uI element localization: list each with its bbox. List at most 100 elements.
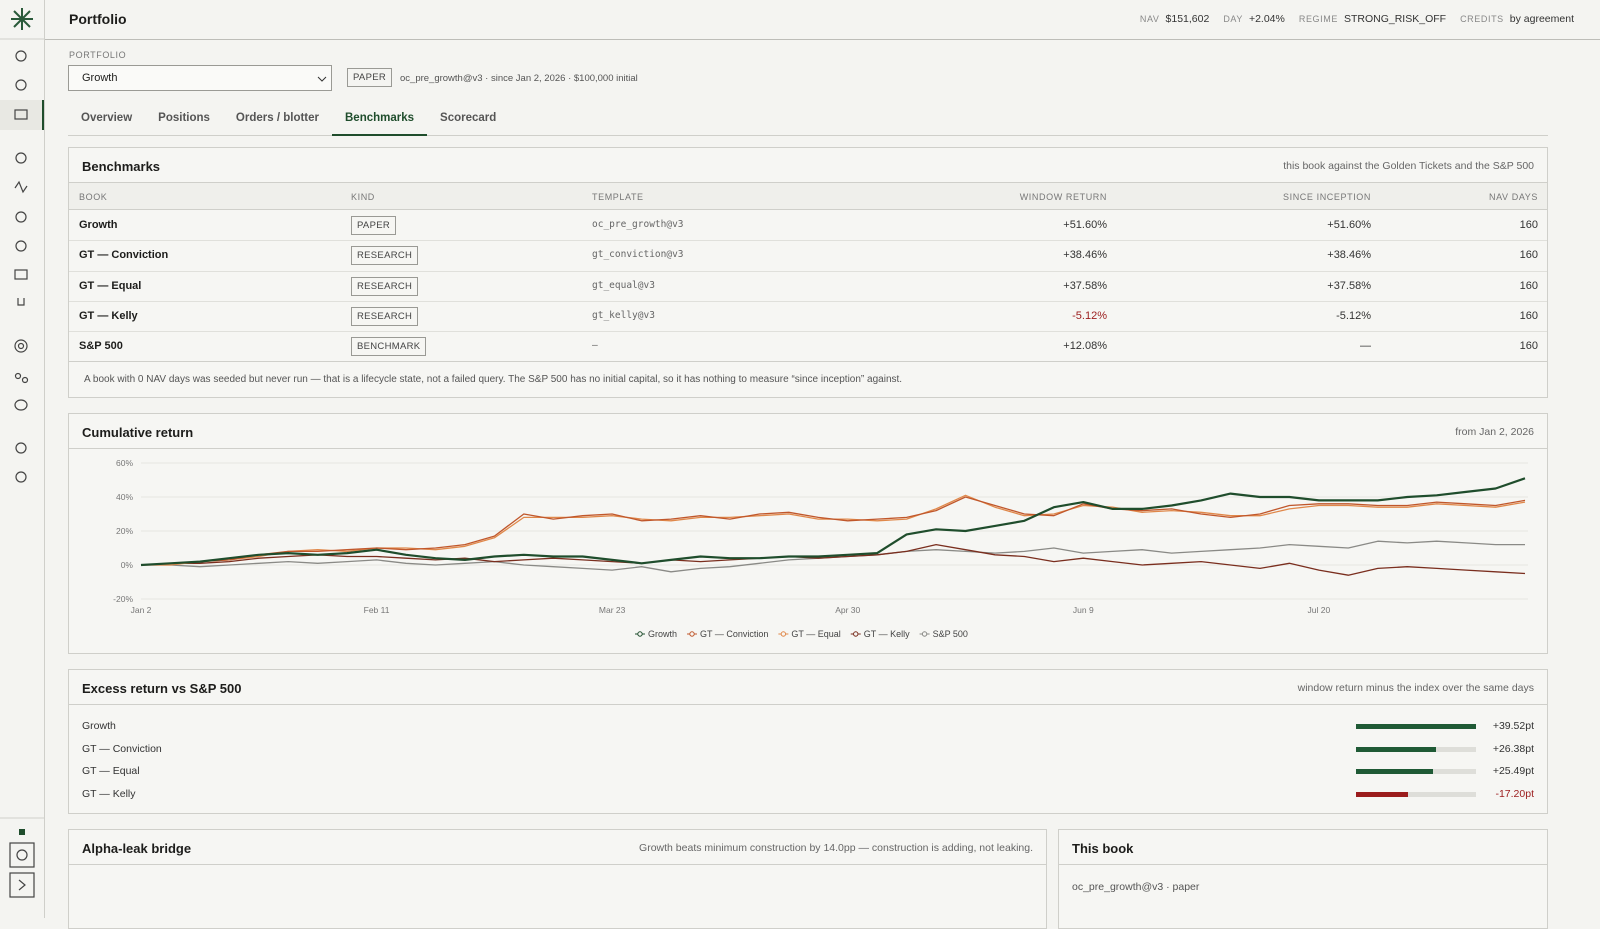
legend-label: Growth	[648, 629, 677, 639]
alpha-leak-panel: Alpha-leak bridge Growth beats minimum co…	[68, 829, 1047, 929]
x-tick-label: Jun 9	[1073, 605, 1094, 615]
this-book-panel: This book oc_pre_growth@v3 · paper	[1058, 829, 1548, 929]
chart-panel: Cumulative return from Jan 2, 2026 -20% 0%…	[68, 413, 1548, 654]
header-stats: NAV $151,602 DAY +2.04% REGIME STRONG_RISK_OF…	[1140, 13, 1574, 25]
chart-subtitle: from Jan 2, 2026	[1455, 426, 1534, 438]
stat-value: by agreement	[1509, 13, 1574, 25]
panel-header: Excess return vs S&P 500 window return mi…	[69, 670, 1547, 705]
legend-marker	[689, 631, 695, 637]
table-header-bg	[69, 183, 1547, 210]
header-stat: REGIME STRONG_RISK_OFF	[1299, 13, 1446, 25]
kind-badge: BENCHMARK	[351, 337, 427, 357]
table-bottom-rule	[69, 361, 1547, 362]
y-tick-label: 20%	[116, 526, 133, 536]
legend-label: GT — Conviction	[700, 629, 768, 639]
legend: Growth GT — Conviction GT — Equal GT — Kell…	[635, 629, 968, 639]
panel-header: This book	[1059, 830, 1547, 865]
x-tick-label: Apr 30	[835, 605, 860, 615]
table-cell: gt_conviction@v3	[592, 249, 684, 261]
x-tick-label: Feb 11	[364, 605, 390, 615]
benchmarks-panel: Benchmarks this book against the Golden T…	[68, 147, 1548, 398]
stat-label: REGIME	[1298, 14, 1338, 24]
stat-label: NAV	[1139, 14, 1160, 24]
kind-badge: PAPER	[351, 216, 397, 235]
panel-title: Benchmarks	[82, 159, 161, 174]
table-cell: +38.46%	[1327, 249, 1371, 262]
excess-bar	[1356, 724, 1476, 729]
excess-value: +25.49pt	[1492, 765, 1534, 777]
stat-value: +2.04%	[1248, 13, 1285, 25]
tab[interactable]: Benchmarks	[332, 112, 428, 136]
panel-header: Benchmarks this book against the Golden T…	[69, 148, 1547, 183]
panel-title: Excess return vs S&P 500	[82, 681, 242, 696]
table-cell: 160	[1519, 249, 1538, 262]
legend-label: S&P 500	[933, 629, 968, 639]
column-header: KIND	[351, 192, 375, 202]
table-cell: —	[1360, 340, 1371, 353]
top-bar: Portfolio NAV $151,602 DAY +2.04% REGIME STRO…	[45, 0, 1600, 40]
table-cell: -5.12%	[1072, 309, 1107, 322]
table-cell: +38.46%	[1063, 249, 1107, 262]
chart-title: Cumulative return	[82, 425, 194, 440]
table-cell: oc_pre_growth@v3	[592, 219, 684, 230]
portfolio-select[interactable]: Growth	[68, 65, 332, 91]
tab[interactable]: Orders / blotter	[235, 112, 319, 124]
page-title: Portfolio	[69, 11, 127, 27]
kind-badge: RESEARCH	[351, 276, 419, 296]
selector-label: PORTFOLIO	[69, 50, 127, 60]
row-rule	[69, 300, 1547, 302]
legend-label: GT — Equal	[791, 629, 840, 639]
tab[interactable]: Overview	[81, 112, 133, 124]
row-rule	[69, 270, 1547, 272]
table-cell: S&P 500	[79, 340, 123, 353]
table-cell: Growth	[79, 219, 118, 231]
excess-value: -17.20pt	[1495, 787, 1534, 800]
table-cell: 160	[1519, 309, 1538, 322]
paper-badge: PAPER	[347, 68, 393, 87]
header-stat: CREDITS by agreement	[1460, 13, 1574, 25]
stat-label: DAY	[1223, 14, 1243, 24]
excess-bar	[1356, 791, 1409, 797]
sidebar	[0, 0, 45, 918]
row-rule	[69, 331, 1547, 333]
stat-label: CREDITS	[1460, 14, 1504, 24]
excess-label: GT — Conviction	[82, 742, 162, 755]
panel-subtitle: Growth beats minimum construction by 14.…	[639, 842, 1033, 854]
tab[interactable]: Scorecard	[440, 112, 497, 124]
kind-badge: RESEARCH	[351, 306, 419, 326]
excess-bar	[1356, 769, 1434, 774]
excess-label: GT — Kelly	[82, 787, 136, 800]
excess-label: Growth	[82, 720, 116, 732]
x-tick-label: Jul 20	[1308, 605, 1331, 615]
legend-marker	[921, 631, 928, 637]
tab[interactable]: Positions	[158, 112, 210, 124]
bar-track	[1356, 791, 1476, 797]
excess-panel: Excess return vs S&P 500 window return mi…	[68, 669, 1548, 814]
table-cell: GT — Conviction	[79, 249, 169, 262]
column-header: SINCE INCEPTION	[1282, 192, 1371, 202]
table-cell: GT — Kelly	[79, 309, 138, 322]
x-tick-label: Mar 23	[599, 605, 626, 615]
y-tick-label: 0%	[121, 560, 134, 570]
column-header: WINDOW RETURN	[1019, 192, 1107, 202]
table-cell: +51.60%	[1063, 219, 1107, 231]
stat-value: $151,602	[1165, 13, 1210, 25]
table-cell: gt_kelly@v3	[592, 309, 655, 321]
table-cell: —	[592, 340, 598, 352]
tab-bar: Overview Positions Orders / blotter Benchma…	[68, 106, 1548, 136]
table-cell: +51.60%	[1327, 219, 1371, 231]
table-cell: +37.58%	[1327, 279, 1371, 292]
selector-meta: oc_pre_growth@v3 · since Jan 2, 2026 · $…	[400, 73, 638, 84]
legend-label: GT — Kelly	[864, 629, 910, 639]
table-cell: 160	[1519, 340, 1538, 353]
table-cell: 160	[1519, 219, 1538, 231]
panel-header: Cumulative return from Jan 2, 2026	[69, 414, 1547, 449]
kind-badge: RESEARCH	[351, 246, 419, 266]
panel-subtitle: window return minus the index over the s…	[1297, 682, 1534, 694]
excess-value: +39.52pt	[1492, 720, 1534, 732]
table-note: A book with 0 NAV days was seeded but ne…	[84, 374, 903, 385]
x-tick-label: Jan 2	[131, 605, 152, 615]
panel-title: Alpha-leak bridge	[82, 841, 192, 856]
select-caret	[317, 76, 327, 82]
